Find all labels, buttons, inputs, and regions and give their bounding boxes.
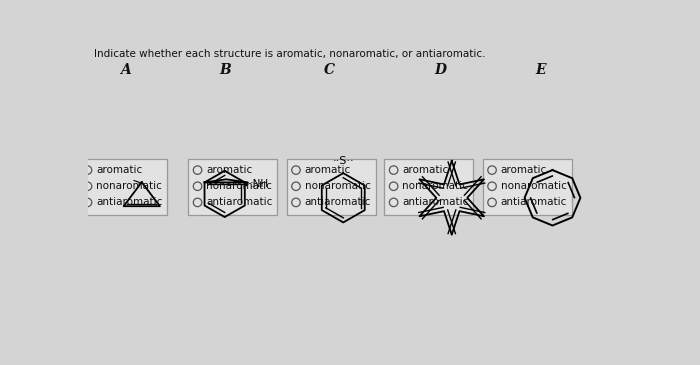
Text: aromatic: aromatic xyxy=(206,165,252,175)
Text: nonaromatic: nonaromatic xyxy=(402,181,468,191)
Text: antiaromatic: antiaromatic xyxy=(96,197,162,207)
FancyBboxPatch shape xyxy=(78,159,167,215)
FancyBboxPatch shape xyxy=(287,159,376,215)
Text: A: A xyxy=(120,63,131,77)
Text: antiaromatic: antiaromatic xyxy=(304,197,371,207)
Text: nonaromatic: nonaromatic xyxy=(500,181,566,191)
Text: nonaromatic: nonaromatic xyxy=(96,181,162,191)
Text: Indicate whether each structure is aromatic, nonaromatic, or antiaromatic.: Indicate whether each structure is aroma… xyxy=(94,49,485,59)
Text: C: C xyxy=(324,63,335,77)
FancyBboxPatch shape xyxy=(384,159,473,215)
Text: antiaromatic: antiaromatic xyxy=(206,197,272,207)
Text: aromatic: aromatic xyxy=(304,165,351,175)
Text: aromatic: aromatic xyxy=(500,165,547,175)
Text: nonaromatic: nonaromatic xyxy=(304,181,370,191)
Text: ··S··: ··S·· xyxy=(332,156,354,166)
Text: E: E xyxy=(536,63,546,77)
Text: antiaromatic: antiaromatic xyxy=(402,197,468,207)
Text: aromatic: aromatic xyxy=(402,165,449,175)
FancyBboxPatch shape xyxy=(188,159,277,215)
Text: antiaromatic: antiaromatic xyxy=(500,197,567,207)
Text: nonaromatic: nonaromatic xyxy=(206,181,272,191)
FancyBboxPatch shape xyxy=(483,159,572,215)
Text: :NH: :NH xyxy=(250,179,270,189)
Text: B: B xyxy=(219,63,231,77)
Text: D: D xyxy=(435,63,447,77)
Text: aromatic: aromatic xyxy=(96,165,142,175)
